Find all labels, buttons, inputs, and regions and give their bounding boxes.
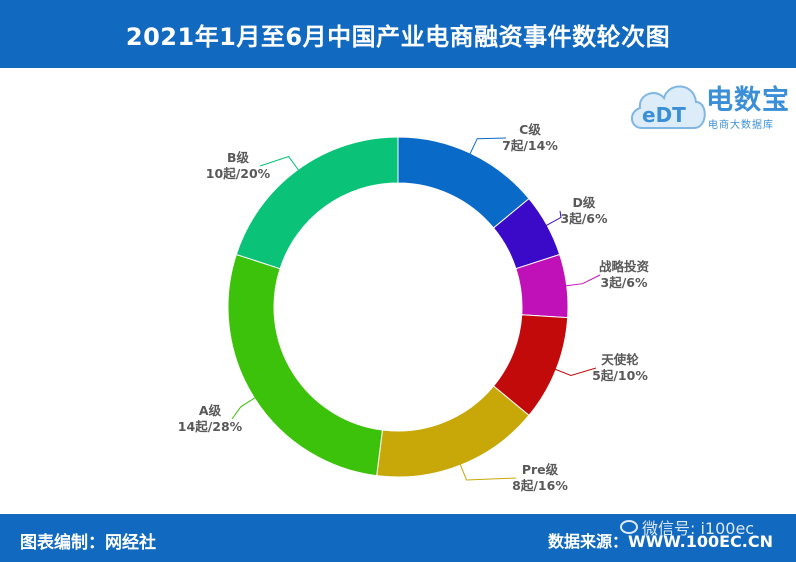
slice-name-label: 战略投资 xyxy=(599,259,650,274)
slice-value-label: 5起/10% xyxy=(592,368,648,383)
leader-line xyxy=(553,367,597,376)
slice-value-label: 8起/16% xyxy=(512,478,568,493)
slice-value-label: 3起/6% xyxy=(561,211,608,226)
leader-line xyxy=(544,210,562,227)
leader-line xyxy=(563,274,601,287)
donut-slice xyxy=(227,253,384,477)
donut-slice xyxy=(376,385,530,478)
cloud-logo-icon: eDT xyxy=(631,85,706,129)
slice-name-label: A级 xyxy=(199,403,222,418)
leader-line xyxy=(468,137,507,157)
slice-name-label: B级 xyxy=(227,150,250,165)
leader-line xyxy=(259,155,301,173)
wechat-icon xyxy=(620,520,638,534)
slice-value-label: 3起/6% xyxy=(601,275,648,290)
chart-title: 2021年1月至6月中国产业电商融资事件数轮次图 xyxy=(125,22,671,51)
slice-value-label: 7起/14% xyxy=(502,138,558,153)
slice-name-label: Pre级 xyxy=(522,462,559,477)
wechat-watermark: 微信号: i100ec xyxy=(620,515,754,539)
leader-line xyxy=(459,462,517,481)
chart-footer: 图表编制：网经社 数据来源：WWW.100EC.CN xyxy=(0,514,796,562)
logo-name: 电数宝 xyxy=(706,85,790,116)
leader-line xyxy=(231,396,258,420)
donut-slice xyxy=(235,136,399,270)
footer-source: 数据来源：WWW.100EC.CN xyxy=(548,532,774,551)
slice-name-label: C级 xyxy=(519,122,541,137)
logo-mark: eDT xyxy=(642,103,686,127)
slice-name-label: D级 xyxy=(573,195,596,210)
slice-name-label: 天使轮 xyxy=(601,352,639,367)
watermark-text: 微信号: i100ec xyxy=(642,519,755,538)
footer-credit: 图表编制：网经社 xyxy=(20,533,156,553)
chart-header: 2021年1月至6月中国产业电商融资事件数轮次图 xyxy=(0,0,796,68)
edt-logo: eDT 电数宝 电商大数据库 xyxy=(628,72,790,140)
slice-value-label: 10起/20% xyxy=(206,166,271,181)
logo-subtitle: 电商大数据库 xyxy=(708,120,774,131)
slice-value-label: 14起/28% xyxy=(178,419,243,434)
